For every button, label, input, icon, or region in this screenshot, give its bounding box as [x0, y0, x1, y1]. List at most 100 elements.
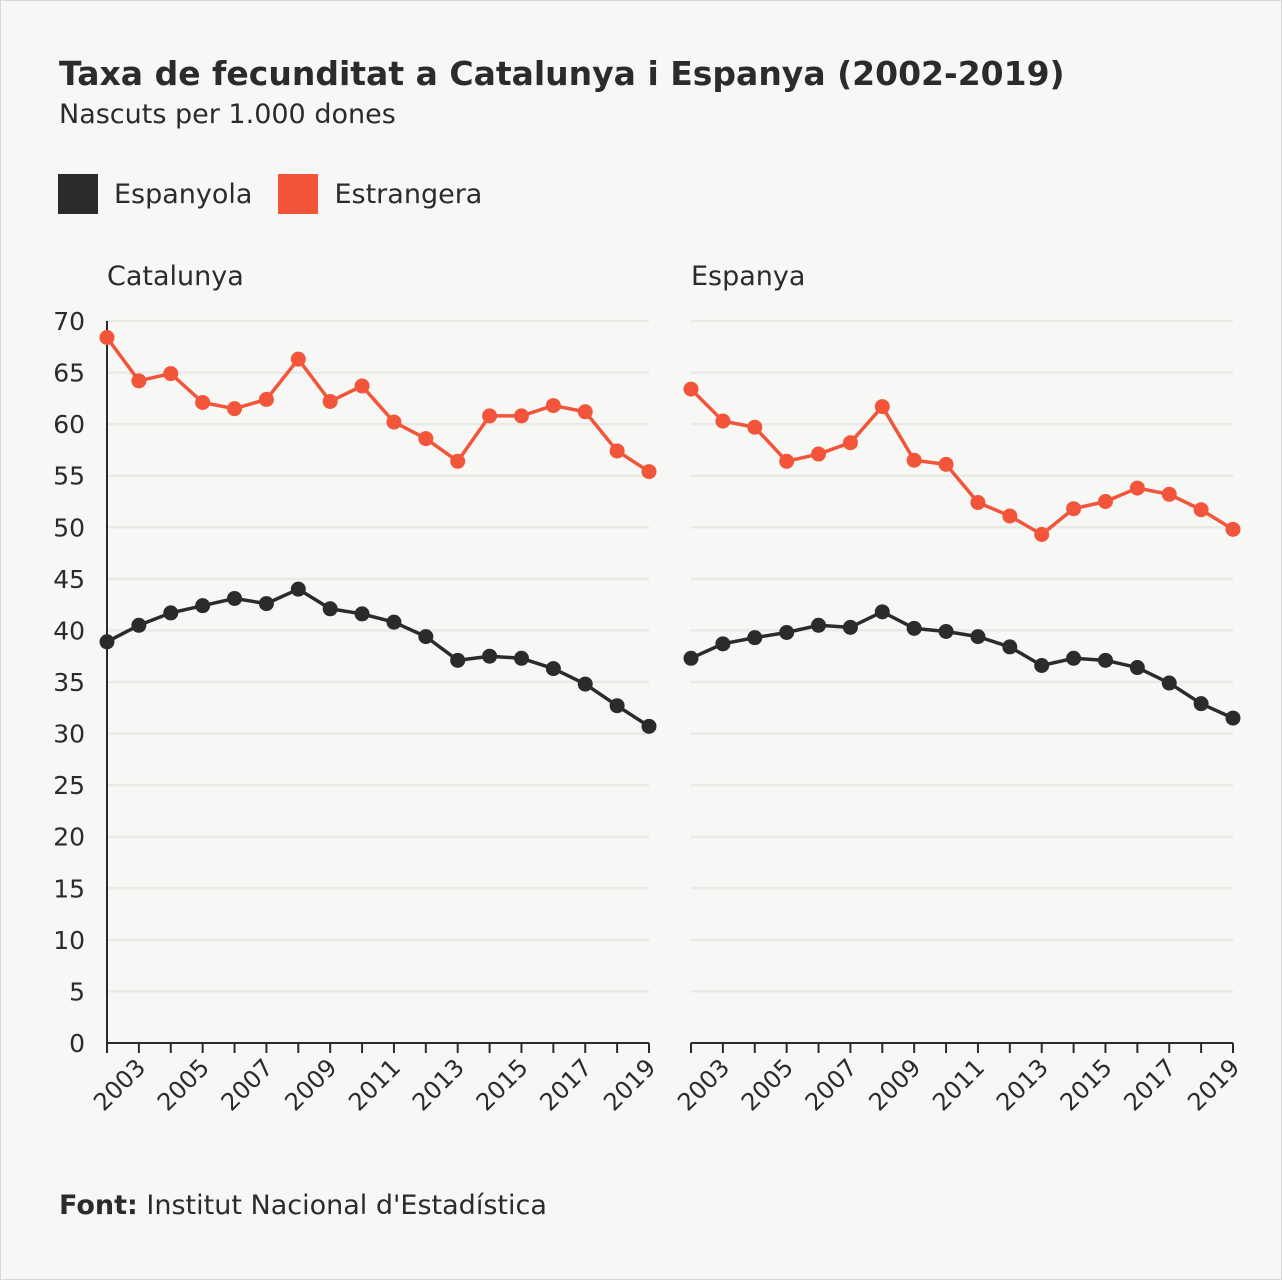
data-point-estrangera	[418, 431, 434, 447]
data-point-estrangera	[1129, 480, 1145, 496]
data-point-estrangera	[1097, 494, 1113, 509]
data-point-espanyola	[290, 581, 306, 597]
data-point-estrangera	[227, 401, 243, 417]
data-point-estrangera	[906, 452, 922, 468]
data-point-espanyola	[195, 598, 211, 614]
y-tick-label: 55	[53, 462, 85, 491]
data-point-estrangera	[482, 408, 498, 424]
legend-item-espanyola: Espanyola	[58, 174, 252, 214]
data-point-estrangera	[1034, 527, 1050, 543]
data-point-espanyola	[450, 652, 466, 668]
data-point-espanyola	[418, 629, 434, 645]
data-point-estrangera	[545, 398, 561, 414]
x-tick-label: 2007	[800, 1053, 863, 1116]
data-point-espanyola	[513, 650, 529, 666]
data-point-estrangera	[609, 443, 625, 459]
source-text: Institut Nacional d'Estadística	[137, 1190, 547, 1221]
data-point-espanyola	[131, 617, 147, 633]
data-point-espanyola	[354, 606, 370, 622]
data-point-estrangera	[99, 330, 115, 346]
series-line-estrangera	[689, 387, 1234, 537]
data-point-espanyola	[1161, 675, 1177, 691]
data-point-espanyola	[227, 590, 243, 606]
y-tick-label: 65	[53, 359, 85, 388]
data-point-estrangera	[1225, 521, 1241, 537]
data-point-espanyola	[715, 636, 731, 652]
data-point-estrangera	[715, 413, 731, 429]
source-note: Font: Institut Nacional d'Estadística	[59, 1190, 547, 1221]
x-tick-label: 2013	[407, 1053, 470, 1116]
y-tick-label: 10	[53, 926, 85, 955]
x-tick-label: 2007	[216, 1053, 279, 1116]
x-tick-label: 2009	[863, 1053, 926, 1116]
x-tick-label: 2005	[736, 1053, 799, 1116]
x-tick-label: 2009	[279, 1053, 342, 1116]
legend-label: Espanyola	[114, 178, 253, 210]
data-point-estrangera	[641, 464, 657, 480]
y-tick-label: 70	[53, 307, 85, 336]
x-tick-label: 2005	[152, 1053, 215, 1116]
data-point-espanyola	[811, 617, 827, 633]
data-point-espanyola	[779, 624, 795, 640]
series-line-espanyola	[690, 610, 1234, 720]
y-tick-label: 5	[69, 977, 85, 1006]
y-tick-label: 45	[53, 565, 85, 594]
series-line-estrangera	[105, 336, 650, 474]
x-tick-label: 2011	[927, 1053, 990, 1116]
data-point-espanyola	[1066, 650, 1082, 666]
data-point-espanyola	[874, 604, 890, 620]
data-point-estrangera	[577, 404, 593, 420]
x-tick-label: 2015	[1055, 1053, 1118, 1116]
data-point-estrangera	[811, 446, 827, 462]
series-line-espanyola	[106, 587, 650, 728]
data-point-estrangera	[450, 453, 466, 469]
data-point-estrangera	[938, 456, 954, 472]
data-point-espanyola	[163, 605, 179, 621]
data-point-espanyola	[545, 661, 561, 677]
data-point-espanyola	[938, 623, 954, 639]
y-tick-label: 50	[53, 513, 85, 542]
legend-swatch	[58, 174, 98, 214]
data-point-estrangera	[131, 373, 147, 389]
data-point-estrangera	[1066, 501, 1082, 517]
chart-subtitle: Nascuts per 1.000 dones	[59, 99, 396, 130]
data-point-espanyola	[1193, 696, 1209, 712]
data-point-espanyola	[1225, 710, 1241, 726]
data-point-espanyola	[386, 614, 402, 630]
data-point-estrangera	[1161, 486, 1177, 502]
data-point-espanyola	[1002, 639, 1018, 655]
data-point-espanyola	[482, 648, 498, 664]
y-tick-label: 40	[53, 616, 85, 645]
data-point-estrangera	[779, 453, 795, 469]
x-tick-label: 2019	[1182, 1053, 1245, 1116]
data-point-espanyola	[609, 698, 625, 714]
data-point-espanyola	[1129, 660, 1145, 676]
x-tick-label: 2019	[598, 1053, 661, 1116]
x-tick-label: 2017	[1118, 1053, 1181, 1116]
x-tick-label: 2013	[991, 1053, 1054, 1116]
legend-item-estrangera: Estrangera	[278, 174, 482, 214]
x-tick-label: 2003	[88, 1053, 151, 1116]
data-point-espanyola	[747, 630, 763, 646]
y-tick-label: 0	[69, 1029, 85, 1058]
data-point-espanyola	[1034, 657, 1050, 673]
data-point-estrangera	[258, 391, 274, 407]
data-point-estrangera	[970, 495, 986, 511]
data-point-estrangera	[683, 381, 699, 397]
data-point-espanyola	[1097, 652, 1113, 668]
y-tick-label: 35	[53, 668, 85, 697]
panel-title: Catalunya	[107, 261, 244, 292]
y-tick-label: 20	[53, 823, 85, 852]
legend-label: Estrangera	[334, 178, 483, 210]
data-point-estrangera	[322, 393, 338, 409]
data-point-estrangera	[874, 399, 890, 415]
data-point-espanyola	[641, 718, 657, 734]
data-point-estrangera	[163, 366, 179, 382]
source-label: Font:	[59, 1190, 138, 1221]
chart-title: Taxa de fecunditat a Catalunya i Espanya…	[59, 54, 1065, 93]
data-point-estrangera	[1193, 502, 1209, 518]
y-tick-label: 60	[53, 410, 85, 439]
panel-espanya: Espanya 2003 2005 2007 2009 2011 2013 2015 2017 2…	[672, 261, 1245, 1116]
data-point-estrangera	[386, 414, 402, 430]
